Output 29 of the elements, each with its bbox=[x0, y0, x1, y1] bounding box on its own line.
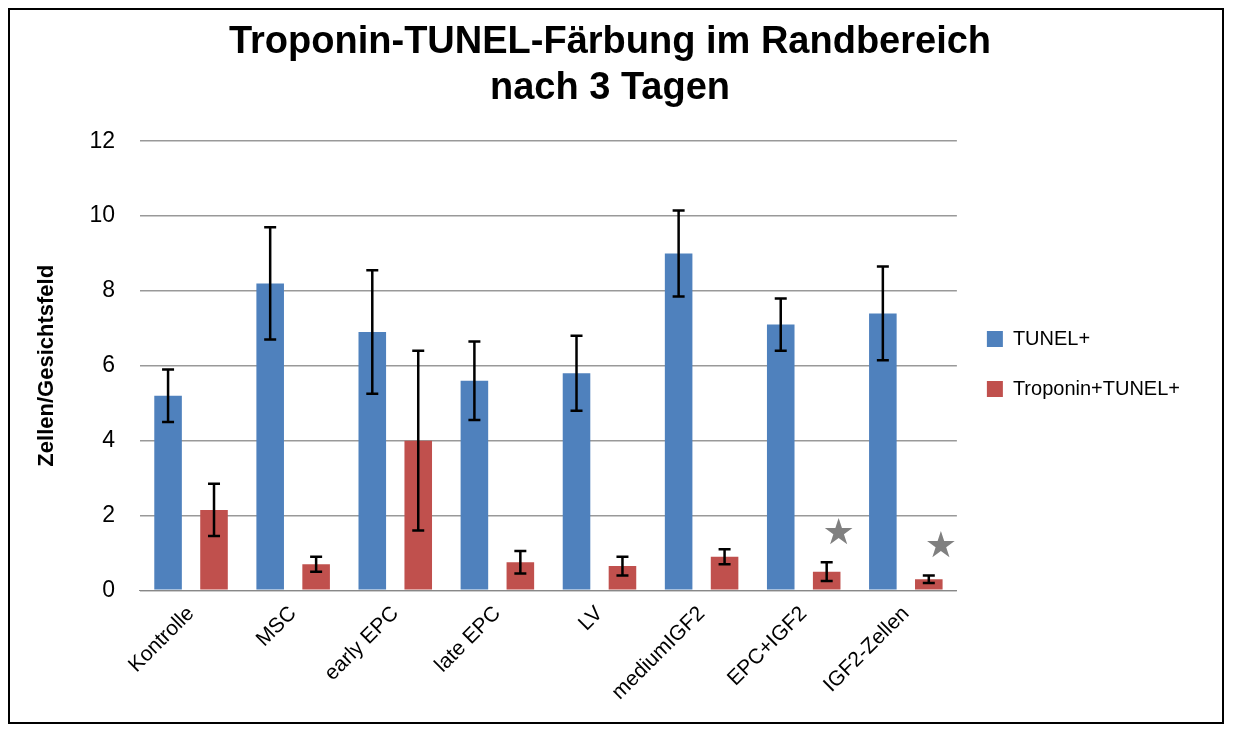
bar bbox=[562, 373, 591, 590]
x-tick-label: LV bbox=[573, 600, 607, 635]
bar bbox=[915, 579, 943, 590]
bar bbox=[664, 253, 693, 590]
bar bbox=[506, 562, 535, 590]
bar bbox=[302, 564, 330, 590]
bar bbox=[404, 440, 433, 590]
bar bbox=[869, 313, 897, 590]
y-tick-label: 10 bbox=[89, 201, 115, 228]
data-label: ★ bbox=[924, 524, 957, 566]
bar bbox=[154, 395, 182, 590]
y-tick-label: 2 bbox=[102, 500, 115, 527]
bar bbox=[766, 324, 795, 590]
bar bbox=[200, 509, 228, 590]
bar bbox=[460, 380, 489, 590]
bar bbox=[710, 556, 739, 590]
bar bbox=[358, 332, 387, 590]
chart-title: Troponin-TUNEL-Färbung im Randbereich nach 3 Tagen bbox=[228, 19, 992, 107]
legend-label: Troponin+TUNEL+ bbox=[1012, 376, 1181, 399]
y-tick-label: 8 bbox=[102, 276, 115, 303]
y-tick-label: 0 bbox=[102, 575, 115, 602]
data-label: ★ bbox=[822, 511, 855, 553]
y-tick-label: 12 bbox=[89, 126, 115, 153]
legend-label: TUNEL+ bbox=[1012, 326, 1091, 349]
y-tick-label: 6 bbox=[102, 351, 115, 378]
bar bbox=[256, 283, 284, 590]
y-tick-label: 4 bbox=[102, 425, 116, 452]
y-axis-title: Zellen/Gesichtsfeld bbox=[33, 264, 59, 467]
bar bbox=[608, 566, 637, 590]
